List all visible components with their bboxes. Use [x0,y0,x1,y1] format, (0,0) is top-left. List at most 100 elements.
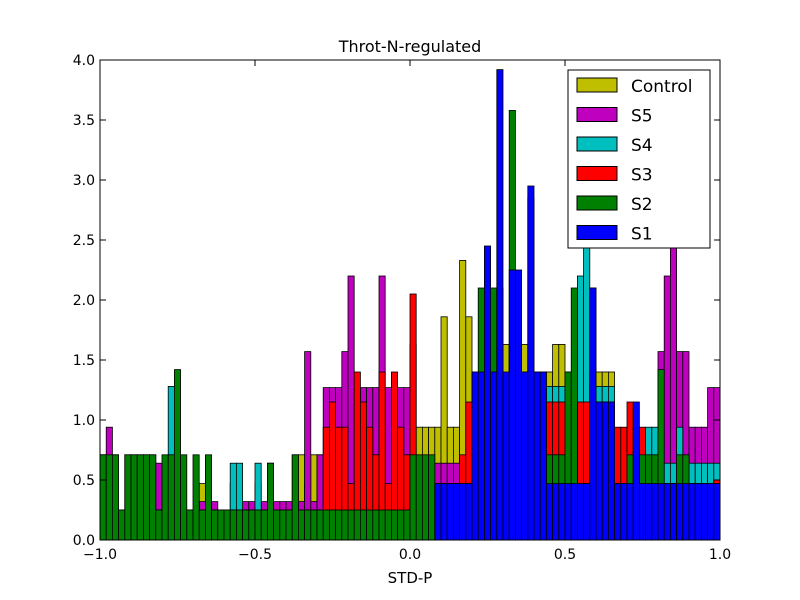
bar-s2-49 [403,509,411,541]
x-tick-label: 0.5 [554,547,576,563]
bar-s2-21 [229,509,237,541]
bar-s2-10 [161,454,169,541]
y-tick-label: 3.5 [73,113,95,129]
axis-ticks: −1.0 −0.5 0.0 0.5 1.0 0.0 0.5 1.0 1.5 2.0 2.5 3.0 3.… [73,53,731,563]
y-tick-label: 0.0 [73,533,95,549]
bar-s1-39 [676,483,684,541]
bar-s2-42 [359,509,367,541]
bar-s1-21 [564,483,572,541]
legend-label-s3: S3 [631,166,653,186]
bar-s2-1 [105,454,113,541]
legend-label-s2: S2 [631,195,653,215]
bar-s1-15 [527,185,535,541]
bar-s1-33 [639,483,647,541]
bar-s1-31 [626,483,634,541]
bar-s2-27 [266,462,274,541]
bar-s1-24 [583,483,591,541]
bar-s1-13 [515,269,523,541]
bar-s2-37 [328,509,336,541]
bar-s1-28 [608,401,616,541]
bar-s2-4 [124,454,132,541]
legend-swatch-s2 [576,195,618,211]
bar-s2-15 [192,454,200,541]
bar-s2-19 [217,509,225,541]
legend-box [567,69,711,249]
legend-swatch-control [576,77,618,93]
bar-s2-0 [99,454,107,541]
bar-s1-26 [595,401,603,541]
y-tick-label: 3.0 [73,173,95,189]
bar-s1-29 [614,483,622,541]
bar-s1-41 [688,483,696,541]
bar-s1-9 [490,371,498,541]
legend-swatch-s3 [576,166,618,181]
bar-s2-39 [341,509,349,541]
bar-s2-40 [347,509,355,541]
bar-s1-16 [533,371,541,541]
bar-s2-53 [428,454,436,541]
y-tick-label: 2.5 [73,233,95,249]
x-tick-label: 1.0 [709,547,731,563]
bar-s2-25 [254,509,262,541]
bar-s2-28 [273,509,281,541]
bar-s1-19 [552,483,560,541]
bar-s1-18 [546,483,554,541]
bar-s2-22 [235,509,243,541]
bar-s2-44 [372,509,380,541]
bar-s1-2 [446,483,454,541]
bar-s2-13 [180,454,188,541]
bar-s2-52 [421,454,429,541]
bar-s2-36 [322,509,330,541]
bar-s2-26 [260,509,268,541]
bar-s2-45 [378,509,386,541]
bar-s2-23 [242,509,250,541]
y-tick-label: 2.0 [73,293,95,309]
legend-swatch-s5 [576,107,618,122]
bar-s1-8 [483,245,491,541]
bar-s1-1 [440,483,448,541]
legend-swatch-s4 [576,136,618,152]
bar-s1-27 [601,401,609,541]
bar-s1-22 [570,483,578,541]
bar-s2-7 [142,454,150,541]
bar-s2-48 [397,509,405,541]
bar-s1-6 [471,371,479,541]
histogram-bars [99,69,721,541]
bar-s2-18 [211,509,219,541]
bar-s1-12 [508,269,516,541]
x-tick-label: −1.0 [83,547,117,563]
legend-label-s1: S1 [631,225,653,245]
bar-s2-14 [186,509,194,541]
bar-s1-10 [496,69,504,541]
bar-s1-34 [645,483,653,541]
bar-s1-37 [663,483,671,541]
bar-s2-8 [149,454,157,541]
bar-s2-46 [384,509,392,541]
bar-s2-50 [409,454,417,541]
y-tick-label: 0.5 [73,473,95,489]
bar-s1-0 [434,483,442,541]
bar-s1-20 [558,483,566,541]
y-tick-label: 4.0 [73,53,95,69]
bar-s1-36 [657,483,665,541]
bar-s2-30 [285,509,293,541]
bar-s1-23 [577,483,585,541]
bar-s1-17 [539,371,547,541]
bar-s2-51 [415,454,423,541]
x-tick-label: 0.0 [399,547,421,563]
x-tick-label: −0.5 [238,547,272,563]
bar-s2-11 [167,454,175,541]
bar-s2-38 [335,509,343,541]
bar-s1-3 [452,483,460,541]
bar-s2-35 [316,509,324,541]
bar-s2-29 [279,509,287,541]
bar-s1-44 [707,483,715,541]
chart-title: Throt-N-regulated [338,37,482,56]
bar-s2-43 [366,509,374,541]
bar-s2-33 [304,509,312,541]
bar-s1-35 [651,483,659,541]
bar-s1-11 [502,371,510,541]
legend: Control S5 S4 S3 S2 S1 [567,69,711,249]
bar-s1-5 [465,483,473,541]
